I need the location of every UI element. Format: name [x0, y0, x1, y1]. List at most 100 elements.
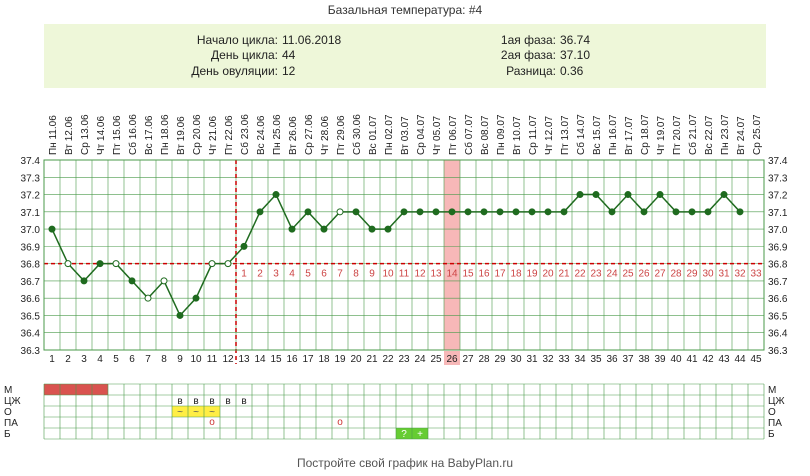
cycle-day-number: 21	[366, 354, 378, 365]
cycle-start-value: 11.06.2018	[282, 33, 342, 47]
temperature-point	[400, 208, 408, 216]
temperature-point	[576, 191, 584, 199]
temperature-point	[496, 208, 504, 216]
luteal-day-label: 8	[353, 269, 359, 280]
cycle-day-number: 39	[654, 354, 666, 365]
luteal-day-label: 13	[430, 269, 442, 280]
cycle-day-value: 44	[282, 48, 296, 62]
luteal-day-label: 4	[289, 269, 295, 280]
y-tick-label-left: 36.3	[21, 346, 41, 357]
date-label: Чт 12.07	[544, 116, 555, 155]
menses-cell	[44, 384, 60, 395]
pa-mark: о	[337, 417, 343, 428]
date-label: Ср 18.07	[640, 114, 651, 155]
luteal-day-label: 12	[414, 269, 426, 280]
luteal-day-label: 25	[622, 269, 634, 280]
temperature-point	[512, 208, 520, 216]
cycle-day-number: 2	[65, 354, 71, 365]
cycle-day-number: 26	[446, 354, 458, 365]
temperature-point	[144, 294, 152, 302]
date-label: Сб 21.07	[687, 114, 699, 155]
cycle-day-number: 41	[686, 354, 698, 365]
temperature-point	[64, 260, 72, 268]
cycle-day-number: 17	[302, 354, 314, 365]
cycle-day-number: 20	[350, 354, 362, 365]
luteal-day-label: 30	[702, 269, 714, 280]
y-tick-label-right: 37.1	[768, 208, 788, 219]
temperature-point	[640, 208, 648, 216]
date-label: Пн 23.07	[720, 114, 731, 155]
luteal-day-label: 18	[510, 269, 522, 280]
cycle-day-number: 37	[622, 354, 634, 365]
b-mark: ?	[401, 429, 407, 440]
table-row-label-right: О	[768, 407, 776, 418]
temperature-point	[592, 191, 600, 199]
menses-cell	[92, 384, 108, 395]
cycle-day-number: 14	[254, 354, 266, 365]
luteal-day-label: 21	[558, 269, 570, 280]
y-tick-label-left: 37.1	[21, 208, 41, 219]
y-tick-label-right: 36.5	[768, 311, 788, 322]
date-label: Вт 19.06	[176, 116, 187, 155]
y-tick-label-left: 36.4	[21, 329, 41, 340]
temperature-point	[560, 208, 568, 216]
cycle-day-number: 11	[207, 354, 218, 365]
cervical-mucus-mark: в	[225, 396, 230, 407]
date-label: Сб 23.06	[239, 114, 251, 155]
difference-label: Разница:	[506, 64, 556, 78]
temperature-point	[352, 208, 360, 216]
difference-value: 0.36	[560, 64, 584, 78]
date-label: Вт 26.06	[288, 116, 299, 155]
luteal-day-label: 31	[718, 269, 730, 280]
cervical-mucus-mark: в	[177, 396, 182, 407]
temperature-point	[464, 208, 472, 216]
date-label: Ср 13.06	[80, 114, 91, 155]
table-row-label-right: Б	[768, 429, 775, 440]
ovulation-day-label: День овуляции:	[191, 64, 278, 78]
temperature-point	[320, 225, 328, 233]
cycle-day-number: 7	[145, 354, 151, 365]
cycle-day-number: 28	[478, 354, 490, 365]
cycle-day-number: 42	[702, 354, 714, 365]
b-mark-cell	[412, 428, 428, 439]
cycle-day-number: 12	[222, 354, 234, 365]
luteal-day-label: 28	[670, 269, 682, 280]
cervical-mucus-mark: в	[209, 396, 214, 407]
date-label: Ср 27.06	[304, 114, 315, 155]
date-label: Пт 20.07	[672, 115, 683, 155]
table-row-label-left: ЦЖ	[4, 396, 21, 407]
cycle-day-number: 36	[606, 354, 618, 365]
b-mark-cell	[396, 428, 412, 439]
table-row-label-left: О	[4, 407, 12, 418]
temperature-point	[176, 311, 184, 319]
luteal-day-label: 3	[273, 269, 279, 280]
footer-link[interactable]: Постройте свой график на BabyPlan.ru	[296, 456, 514, 470]
date-label: Пн 16.07	[608, 114, 619, 155]
y-tick-label-left: 36.6	[21, 294, 41, 305]
cycle-day-number: 35	[590, 354, 602, 365]
y-tick-label-right: 36.8	[768, 260, 788, 271]
cycle-day-number: 16	[286, 354, 298, 365]
date-label: Чт 19.07	[656, 116, 667, 155]
temperature-point	[608, 208, 616, 216]
luteal-day-label: 2	[257, 269, 263, 280]
menses-cell	[60, 384, 76, 395]
date-label: Вс 17.06	[144, 115, 155, 155]
cycle-day-number: 6	[129, 354, 135, 365]
cycle-day-number: 1	[49, 354, 55, 365]
temperature-point	[672, 208, 680, 216]
plot-border	[43, 159, 765, 351]
cycle-day-number: 8	[161, 354, 167, 365]
date-label: Ср 25.07	[752, 114, 763, 155]
temperature-point	[480, 208, 488, 216]
temperature-point	[736, 208, 744, 216]
luteal-day-label: 9	[369, 269, 375, 280]
cycle-day-number: 27	[462, 354, 474, 365]
luteal-day-label: 10	[382, 269, 394, 280]
date-label: Вт 24.07	[736, 116, 747, 155]
o-mark: ~	[177, 407, 183, 418]
date-label: Ср 11.07	[528, 115, 539, 155]
date-label: Вт 12.06	[64, 116, 75, 155]
y-tick-label-right: 36.7	[768, 277, 788, 288]
